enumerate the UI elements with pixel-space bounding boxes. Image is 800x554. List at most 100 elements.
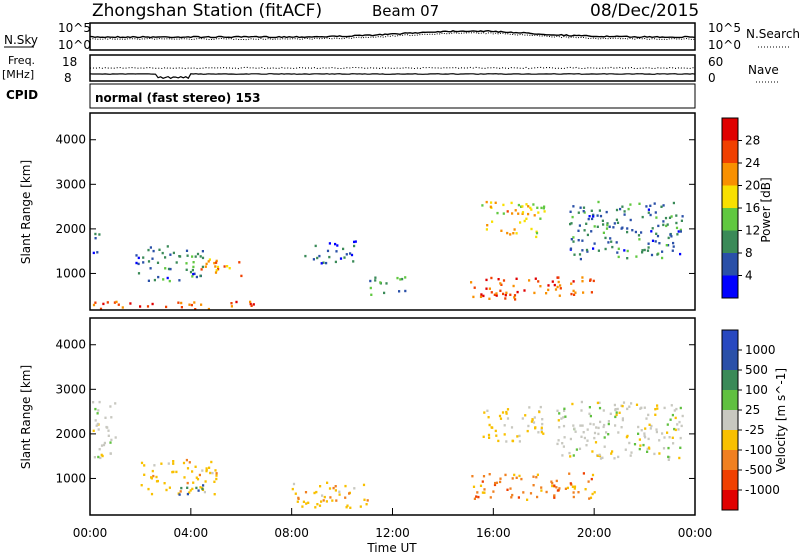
power-cell [325,261,328,265]
power-cell [178,255,181,258]
velocity-cell [671,413,674,417]
velocity-cell [675,407,678,411]
velocity-cell [322,499,325,502]
velocity-cell [655,428,658,431]
velocity-cell [591,492,594,496]
noise-right-label: N.Search [746,27,800,41]
velocity-cell [98,448,101,451]
colorbar-block [722,208,738,231]
velocity-cell [593,431,597,435]
power-cell [339,257,343,260]
velocity-cell [98,400,101,404]
power-cell [601,219,604,222]
power-cell [485,287,488,290]
velocity-cell [597,432,600,436]
power-cell [590,230,593,233]
power-cell [180,301,183,305]
velocity-cell [107,429,110,432]
velocity-cell [586,439,589,442]
power-cell [543,210,546,213]
power-cell [216,265,220,269]
velocity-cell [296,500,299,503]
velocity-cell [594,441,598,444]
power-cell [113,301,116,304]
power-cell [521,205,524,208]
velocity-cell [338,490,341,493]
velocity-cell [97,455,100,459]
power-cell [634,230,637,234]
velocity-cell [535,476,538,479]
velocity-cell [510,496,513,499]
nave-line [89,66,696,70]
velocity-cell [488,436,491,439]
velocity-cell [511,477,514,480]
velocity-cell [520,477,523,481]
power-cell [207,260,210,263]
velocity-cell [572,424,575,427]
colorbar-block [722,410,738,431]
velocity-cell [602,425,605,429]
x-tick-label: 16:00 [476,526,511,540]
power-cell [189,270,193,274]
power-cell [626,230,629,234]
velocity-cell [486,409,489,412]
power-cell [161,251,164,255]
power-cell [517,203,520,207]
velocity-cell [599,420,602,424]
velocity-cell [329,496,332,499]
power-cell [667,236,670,240]
velocity-cell [211,471,214,475]
power-cell [681,215,684,218]
velocity-cell [643,406,646,409]
power-cell [597,200,600,204]
x-tick-label: 20:00 [577,526,612,540]
velocity-cell [530,420,533,423]
power-cell [510,201,513,205]
velocity-cell [589,422,592,426]
power-cell [505,291,508,294]
power-cell [554,288,558,291]
power-cell [542,207,545,210]
velocity-cell [540,489,543,492]
power-cell [593,242,596,245]
velocity-cell [325,500,328,503]
power-cell [616,221,620,224]
power-cell [192,265,195,269]
power-cell [592,279,595,283]
power-cell [151,302,154,306]
velocity-cell [316,503,319,506]
power-cell [185,268,188,271]
velocity-cell [615,413,618,417]
colorbar-tick-label: 1000 [745,343,776,357]
power-cell [513,228,516,231]
velocity-cell [186,492,189,496]
velocity-cell [362,483,366,487]
velocity-cell [109,452,112,455]
power-cell [620,227,623,230]
power-cell [577,229,580,232]
power-cell [497,278,500,281]
power-cell [137,256,140,260]
x-tick-label: 08:00 [274,526,309,540]
velocity-cell [109,405,112,408]
power-cell [532,203,535,206]
power-cell [675,226,679,230]
power-cell [195,275,198,279]
power-cell [240,274,243,278]
power-cell [573,293,576,296]
colorbar-block [722,253,738,276]
velocity-cell [569,455,572,458]
velocity-cell [191,487,194,491]
velocity-cell [96,412,99,415]
x-tick-label: 04:00 [174,526,209,540]
power-cell [320,262,323,265]
velocity-cell [536,473,539,476]
power-cell [98,233,101,236]
velocity-cell [620,426,623,429]
velocity-cell [603,423,606,427]
power-cell [664,216,668,220]
velocity-cell [95,424,98,427]
velocity-cell [674,428,677,432]
velocity-cell [618,411,621,414]
velocity-cell [610,452,613,455]
